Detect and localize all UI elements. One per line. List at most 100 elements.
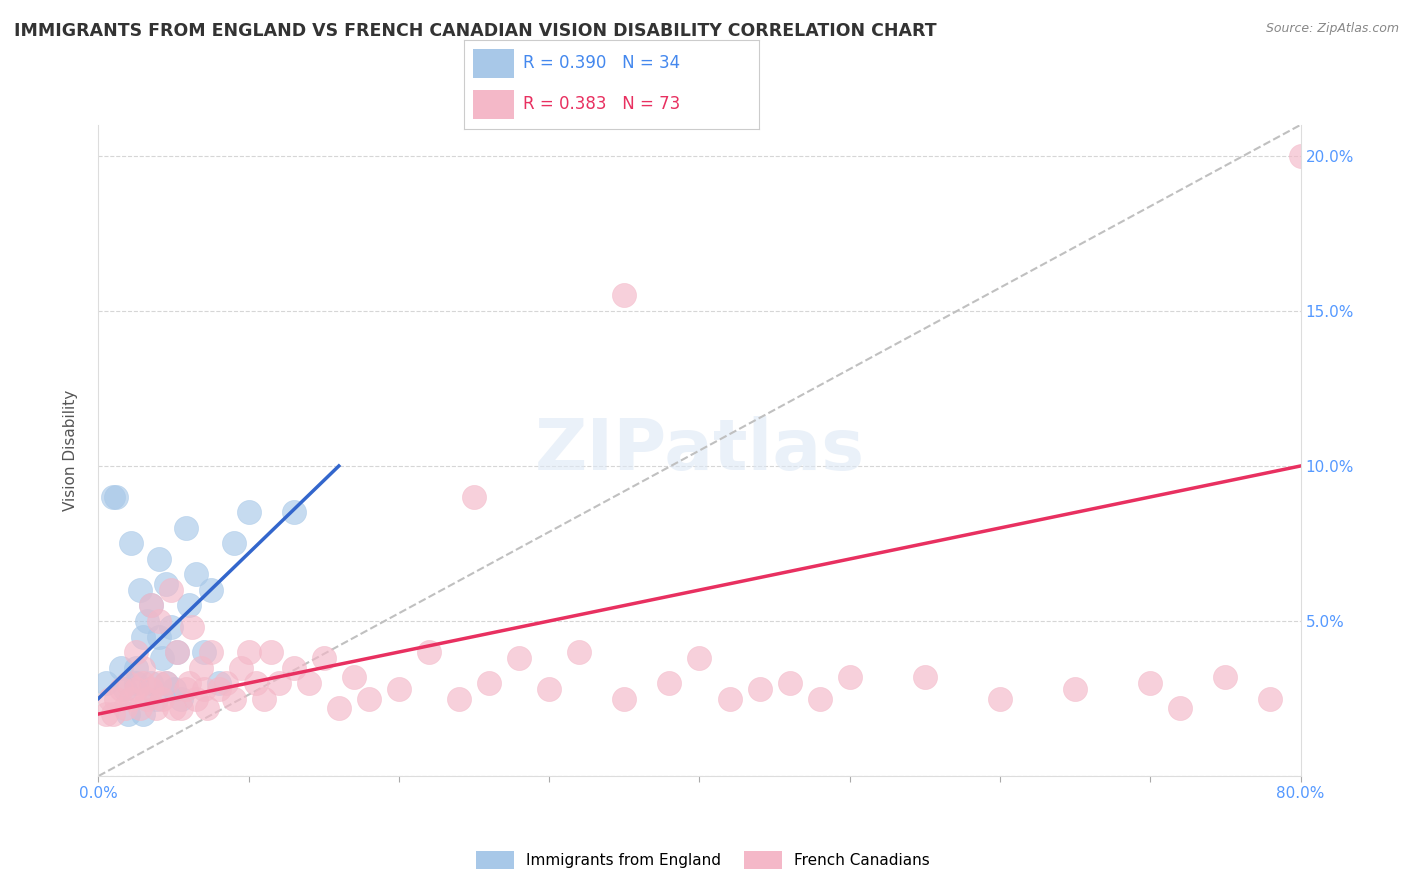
Point: [150, 651, 173, 665]
Point: [538, 682, 561, 697]
Point: [121, 536, 143, 550]
Text: ZIPatlas: ZIPatlas: [534, 416, 865, 485]
Y-axis label: Vision Disability: Vision Disability: [63, 390, 77, 511]
Point: [447, 691, 470, 706]
Text: R = 0.383   N = 73: R = 0.383 N = 73: [523, 95, 681, 113]
Point: [613, 288, 636, 302]
Point: [148, 552, 170, 566]
Point: [162, 701, 184, 715]
Point: [155, 676, 177, 690]
Point: [1260, 691, 1282, 706]
Point: [568, 645, 591, 659]
Point: [159, 620, 181, 634]
Point: [343, 670, 366, 684]
Point: [114, 701, 136, 715]
Point: [718, 691, 741, 706]
Text: Source: ZipAtlas.com: Source: ZipAtlas.com: [1265, 22, 1399, 36]
Point: [388, 682, 411, 697]
Point: [145, 691, 167, 706]
Point: [508, 651, 530, 665]
Point: [1139, 676, 1161, 690]
Point: [267, 676, 290, 690]
Point: [298, 676, 321, 690]
Point: [150, 691, 173, 706]
Point: [193, 682, 215, 697]
Point: [260, 645, 283, 659]
Point: [180, 620, 202, 634]
Point: [914, 670, 936, 684]
Point: [195, 701, 218, 715]
Point: [200, 582, 222, 597]
Point: [125, 645, 148, 659]
Point: [132, 630, 155, 644]
Point: [103, 706, 125, 721]
Point: [145, 701, 167, 715]
Point: [155, 576, 177, 591]
Point: [166, 645, 188, 659]
Point: [779, 676, 801, 690]
Point: [148, 614, 170, 628]
Point: [105, 691, 128, 706]
Point: [208, 682, 231, 697]
Point: [125, 660, 148, 674]
Point: [139, 682, 162, 697]
Point: [166, 645, 188, 659]
Point: [1064, 682, 1087, 697]
Point: [159, 582, 181, 597]
Point: [478, 676, 501, 690]
Point: [283, 506, 305, 520]
Legend: Immigrants from England, French Canadians: Immigrants from England, French Canadian…: [470, 845, 936, 875]
Point: [808, 691, 831, 706]
Point: [1170, 701, 1192, 715]
Point: [988, 691, 1011, 706]
Point: [238, 645, 260, 659]
Point: [613, 691, 636, 706]
Point: [748, 682, 770, 697]
Point: [148, 676, 170, 690]
Bar: [472, 49, 515, 78]
Point: [132, 706, 155, 721]
Point: [132, 660, 155, 674]
Point: [312, 651, 335, 665]
Point: [162, 682, 184, 697]
Point: [200, 645, 222, 659]
Point: [174, 682, 197, 697]
Point: [190, 660, 212, 674]
Point: [105, 490, 128, 504]
Point: [174, 521, 197, 535]
Point: [193, 645, 215, 659]
Point: [328, 701, 350, 715]
Point: [117, 676, 139, 690]
Point: [222, 691, 245, 706]
Point: [170, 701, 193, 715]
Point: [184, 691, 207, 706]
Point: [155, 676, 177, 690]
Point: [139, 676, 162, 690]
Bar: [472, 90, 515, 119]
Point: [222, 536, 245, 550]
Point: [658, 676, 681, 690]
Point: [125, 682, 148, 697]
Point: [283, 660, 305, 674]
Point: [463, 490, 485, 504]
Point: [208, 676, 231, 690]
Point: [135, 614, 157, 628]
Point: [129, 701, 152, 715]
Point: [838, 670, 860, 684]
Point: [357, 691, 380, 706]
Point: [129, 582, 152, 597]
Text: IMMIGRANTS FROM ENGLAND VS FRENCH CANADIAN VISION DISABILITY CORRELATION CHART: IMMIGRANTS FROM ENGLAND VS FRENCH CANADI…: [14, 22, 936, 40]
Point: [689, 651, 711, 665]
Point: [110, 682, 132, 697]
Point: [114, 682, 136, 697]
Point: [117, 706, 139, 721]
Point: [94, 676, 117, 690]
Point: [253, 691, 276, 706]
Point: [148, 630, 170, 644]
Point: [177, 599, 200, 613]
Point: [238, 506, 260, 520]
Point: [215, 676, 238, 690]
Point: [125, 676, 148, 690]
Point: [135, 691, 157, 706]
Point: [177, 676, 200, 690]
